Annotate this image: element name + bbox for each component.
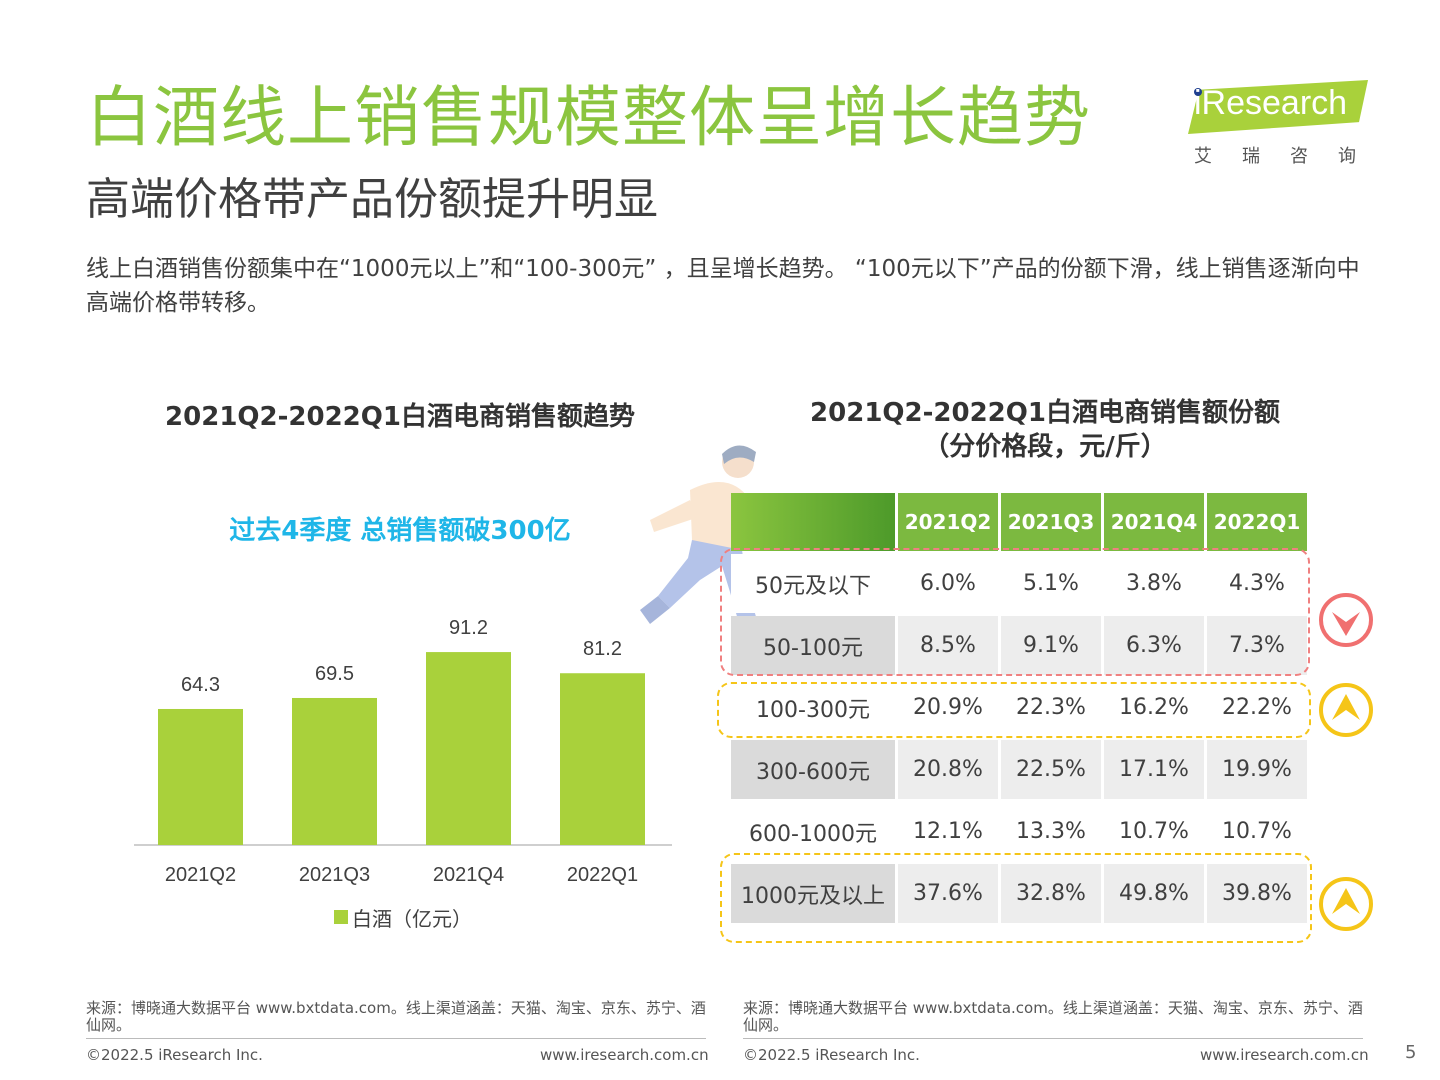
row-label: 50-100元 [731, 616, 895, 675]
page-title: 白酒线上销售规模整体呈增长趋势 [86, 79, 1091, 156]
table-cell: 32.8% [1001, 864, 1101, 923]
price-share-table: 2021Q2 2021Q3 2021Q4 2022Q1 50元及以下 6.0% … [728, 490, 1310, 926]
table-cell: 6.3% [1104, 616, 1204, 675]
logo-text: iResearch [1194, 84, 1348, 122]
row-label: 100-300元 [731, 678, 895, 737]
column-header: 2021Q2 [898, 493, 998, 551]
footer-url-right: www.iresearch.com.cn [1200, 1046, 1369, 1064]
column-header: 2022Q1 [1207, 493, 1307, 551]
footer-copyright-right: ©2022.5 iResearch Inc. [743, 1046, 920, 1064]
bar-chart-legend: 白酒（亿元） [334, 904, 472, 931]
footer-source-right: 来源：博晓通大数据平台 www.bxtdata.com。线上渠道涵盖：天猫、淘宝… [743, 999, 1363, 1034]
table-row: 100-300元 20.9% 22.3% 16.2% 22.2% [731, 678, 1307, 737]
table-cell: 8.5% [898, 616, 998, 675]
bar-2021Q4 [426, 652, 511, 845]
bar-chart-title: 2021Q2-2022Q1白酒电商销售额趋势 [165, 402, 635, 432]
table-cell: 10.7% [1207, 802, 1307, 861]
table-corner-cell [731, 493, 895, 551]
share-table-title-line1: 2021Q2-2022Q1白酒电商销售额份额 [810, 398, 1280, 428]
up-arrow-icon [1319, 683, 1373, 737]
data-label: 69.5 [315, 663, 354, 685]
row-label: 600-1000元 [731, 802, 895, 861]
iresearch-logo: iResearch 艾瑞咨询 [1188, 76, 1378, 167]
column-header: 2021Q4 [1104, 493, 1204, 551]
x-tick-label: 2021Q3 [299, 864, 370, 886]
table-cell: 19.9% [1207, 740, 1307, 799]
table-cell: 4.3% [1207, 554, 1307, 613]
table-cell: 3.8% [1104, 554, 1204, 613]
share-table-title-line2: （分价格段，元/斤） [923, 432, 1167, 462]
table-row: 50-100元 8.5% 9.1% 6.3% 7.3% [731, 616, 1307, 675]
x-tick-label: 2021Q4 [433, 864, 504, 886]
data-label: 81.2 [583, 638, 622, 660]
up-arrow-icon [1319, 877, 1373, 931]
bar-2021Q3 [292, 697, 377, 845]
table-cell: 9.1% [1001, 616, 1101, 675]
x-tick-label: 2022Q1 [567, 864, 638, 886]
growth-highlight-box-1000-plus [720, 853, 1312, 943]
bar-2022Q1 [560, 673, 645, 845]
bar-chart: 64.3 2021Q2 69.5 2021Q3 91.2 2021Q4 81.2 2022Q1 [134, 617, 672, 886]
table-cell: 22.2% [1207, 678, 1307, 737]
table-cell: 22.3% [1001, 678, 1101, 737]
share-table-title: 2021Q2-2022Q1白酒电商销售额份额 （分价格段，元/斤） [790, 396, 1300, 464]
x-tick-label: 2021Q2 [165, 864, 236, 886]
decline-highlight-box [720, 548, 1310, 676]
footer-divider-right [743, 1038, 1363, 1039]
table-row: 50元及以下 6.0% 5.1% 3.8% 4.3% [731, 554, 1307, 613]
table-cell: 7.3% [1207, 616, 1307, 675]
column-header: 2021Q3 [1001, 493, 1101, 551]
table-cell: 13.3% [1001, 802, 1101, 861]
table-cell: 5.1% [1001, 554, 1101, 613]
table-cell: 39.8% [1207, 864, 1307, 923]
table-cell: 6.0% [898, 554, 998, 613]
legend-swatch [334, 910, 348, 924]
table-header-row: 2021Q2 2021Q3 2021Q4 2022Q1 [731, 493, 1307, 551]
growth-highlight-box-100-300 [717, 682, 1311, 738]
page-description: 线上白酒销售份额集中在“1000元以上”和“100-300元” ，且呈增长趋势。… [86, 256, 1360, 316]
legend-label: 白酒（亿元） [352, 906, 472, 931]
bar-2021Q2 [158, 708, 243, 845]
row-label: 50元及以下 [731, 554, 895, 613]
data-label: 91.2 [449, 617, 488, 639]
footer-divider-left [86, 1038, 706, 1039]
table-cell: 12.1% [898, 802, 998, 861]
table-cell: 10.7% [1104, 802, 1204, 861]
row-label: 1000元及以上 [731, 864, 895, 923]
table-cell: 17.1% [1104, 740, 1204, 799]
footer-copyright-left: ©2022.5 iResearch Inc. [86, 1046, 263, 1064]
row-label: 300-600元 [731, 740, 895, 799]
page-subtitle: 高端价格带产品份额提升明显 [86, 174, 658, 225]
table-row: 300-600元 20.8% 22.5% 17.1% 19.9% [731, 740, 1307, 799]
data-label: 64.3 [181, 674, 220, 696]
footer-url-left: www.iresearch.com.cn [540, 1046, 709, 1064]
table-cell: 20.9% [898, 678, 998, 737]
table-cell: 37.6% [898, 864, 998, 923]
down-arrow-icon [1319, 593, 1373, 647]
table-cell: 49.8% [1104, 864, 1204, 923]
logo-dot [1194, 88, 1202, 96]
footer-source-left: 来源：博晓通大数据平台 www.bxtdata.com。线上渠道涵盖：天猫、淘宝… [86, 999, 706, 1034]
table-row: 1000元及以上 37.6% 32.8% 49.8% 39.8% [731, 864, 1307, 923]
table-row: 600-1000元 12.1% 13.3% 10.7% 10.7% [731, 802, 1307, 861]
bar-chart-highlight: 过去4季度 总销售额破300亿 [229, 516, 571, 546]
page-number: 5 [1405, 1042, 1417, 1063]
table-cell: 16.2% [1104, 678, 1204, 737]
logo-cn-text: 艾瑞咨询 [1194, 146, 1386, 167]
table-cell: 22.5% [1001, 740, 1101, 799]
table-cell: 20.8% [898, 740, 998, 799]
